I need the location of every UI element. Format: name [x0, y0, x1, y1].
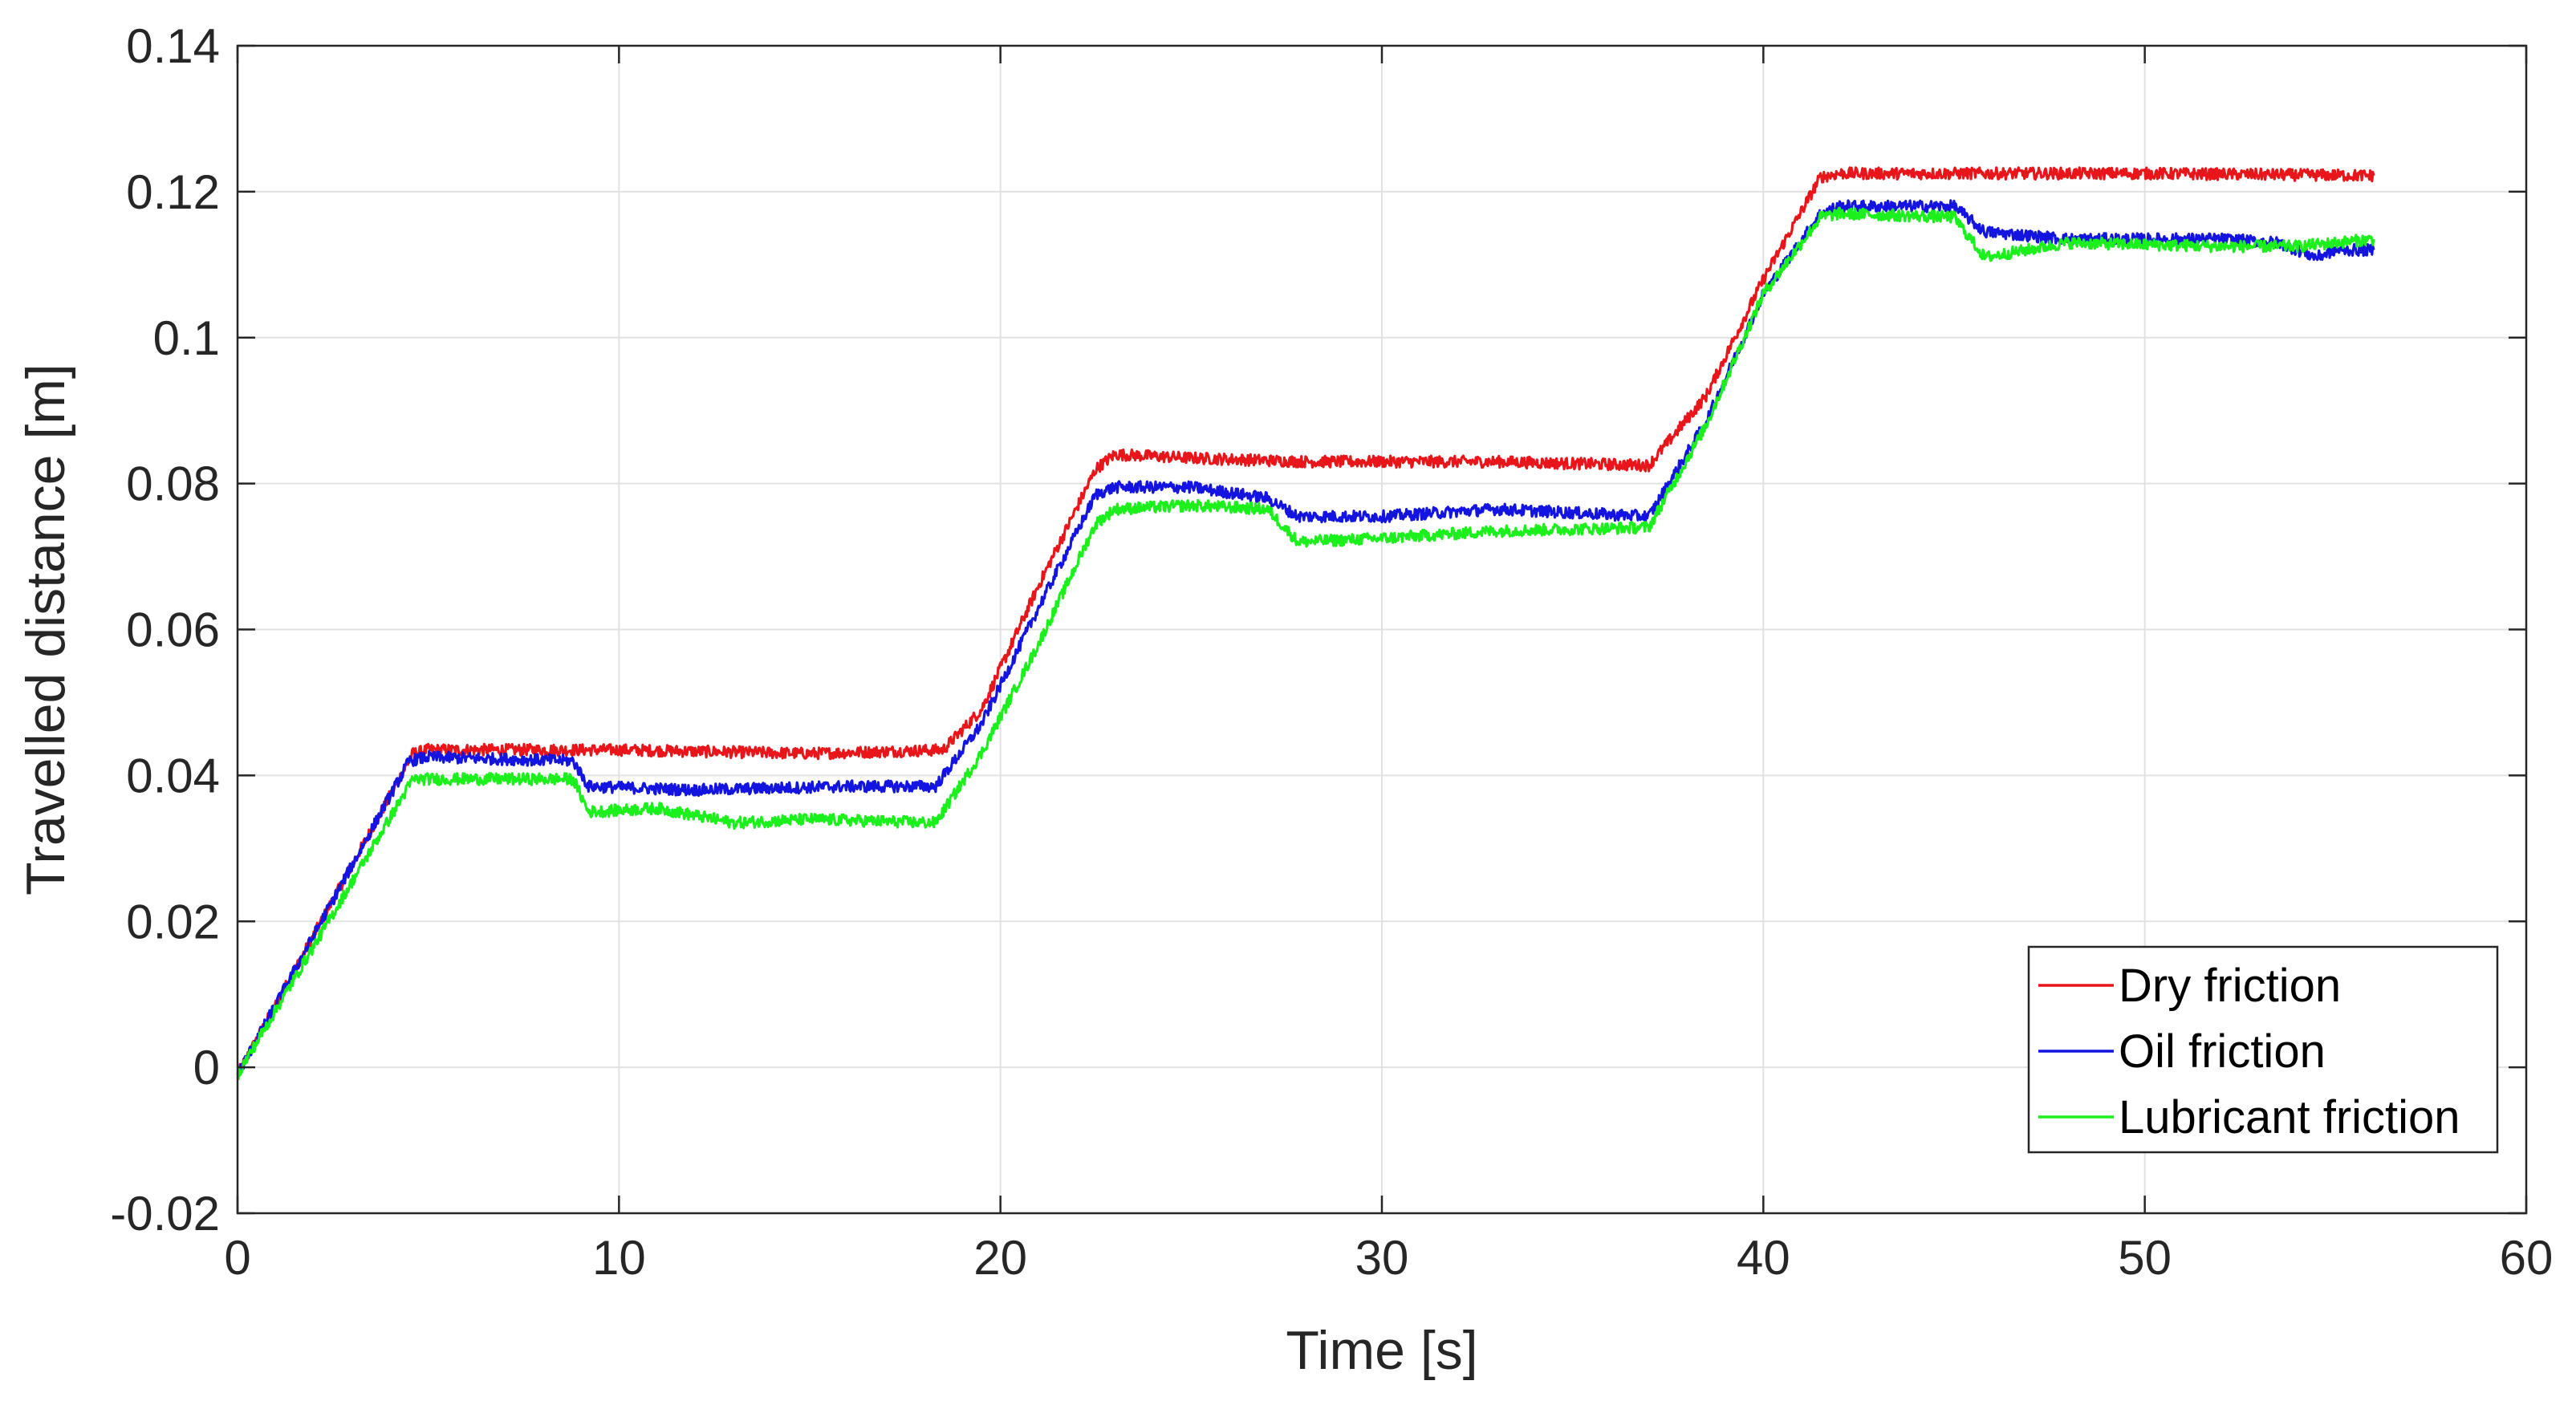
y-tick-label: 0.08 [126, 457, 220, 511]
y-tick-label: 0.04 [126, 749, 220, 802]
series-layer [236, 166, 2375, 1081]
y-tick-label: 0.06 [126, 603, 220, 657]
legend: Dry friction Oil friction Lubricant fricti… [2027, 945, 2499, 1154]
axes-layer [236, 44, 2528, 1215]
series-line-oil-friction [237, 199, 2375, 1076]
x-axis-title: Time [s] [1286, 1320, 1477, 1381]
legend-label: Lubricant friction [2119, 1091, 2460, 1143]
x-tick-label: 30 [1355, 1231, 1409, 1285]
series-line-dry-friction [236, 166, 2375, 1077]
y-tick-label: 0.1 [153, 311, 220, 365]
legend-label: Dry friction [2119, 960, 2341, 1012]
x-tick-label: 50 [2118, 1231, 2172, 1285]
x-tick-label: 20 [973, 1231, 1027, 1285]
y-tick-label: 0.12 [126, 165, 220, 219]
x-tick-label: 10 [592, 1231, 646, 1285]
y-tick-label: 0.14 [126, 19, 220, 73]
grid-layer [238, 46, 2526, 1213]
legend-label: Oil friction [2119, 1025, 2326, 1078]
y-tick-label: 0 [193, 1041, 220, 1094]
series-line-lubricant-friction [236, 206, 2375, 1081]
y-tick-label: 0.02 [126, 895, 220, 948]
tick-label-layer: 0 10 20 30 40 50 60-0.0200.020.040.060.080.10.… [110, 19, 2553, 1285]
y-axis-title: Travelled distance [m] [15, 363, 76, 895]
y-tick-label: -0.02 [110, 1187, 220, 1241]
x-tick-label: 60 [2500, 1231, 2554, 1285]
x-tick-label: 0 [224, 1231, 250, 1285]
x-tick-label: 40 [1737, 1231, 1790, 1285]
